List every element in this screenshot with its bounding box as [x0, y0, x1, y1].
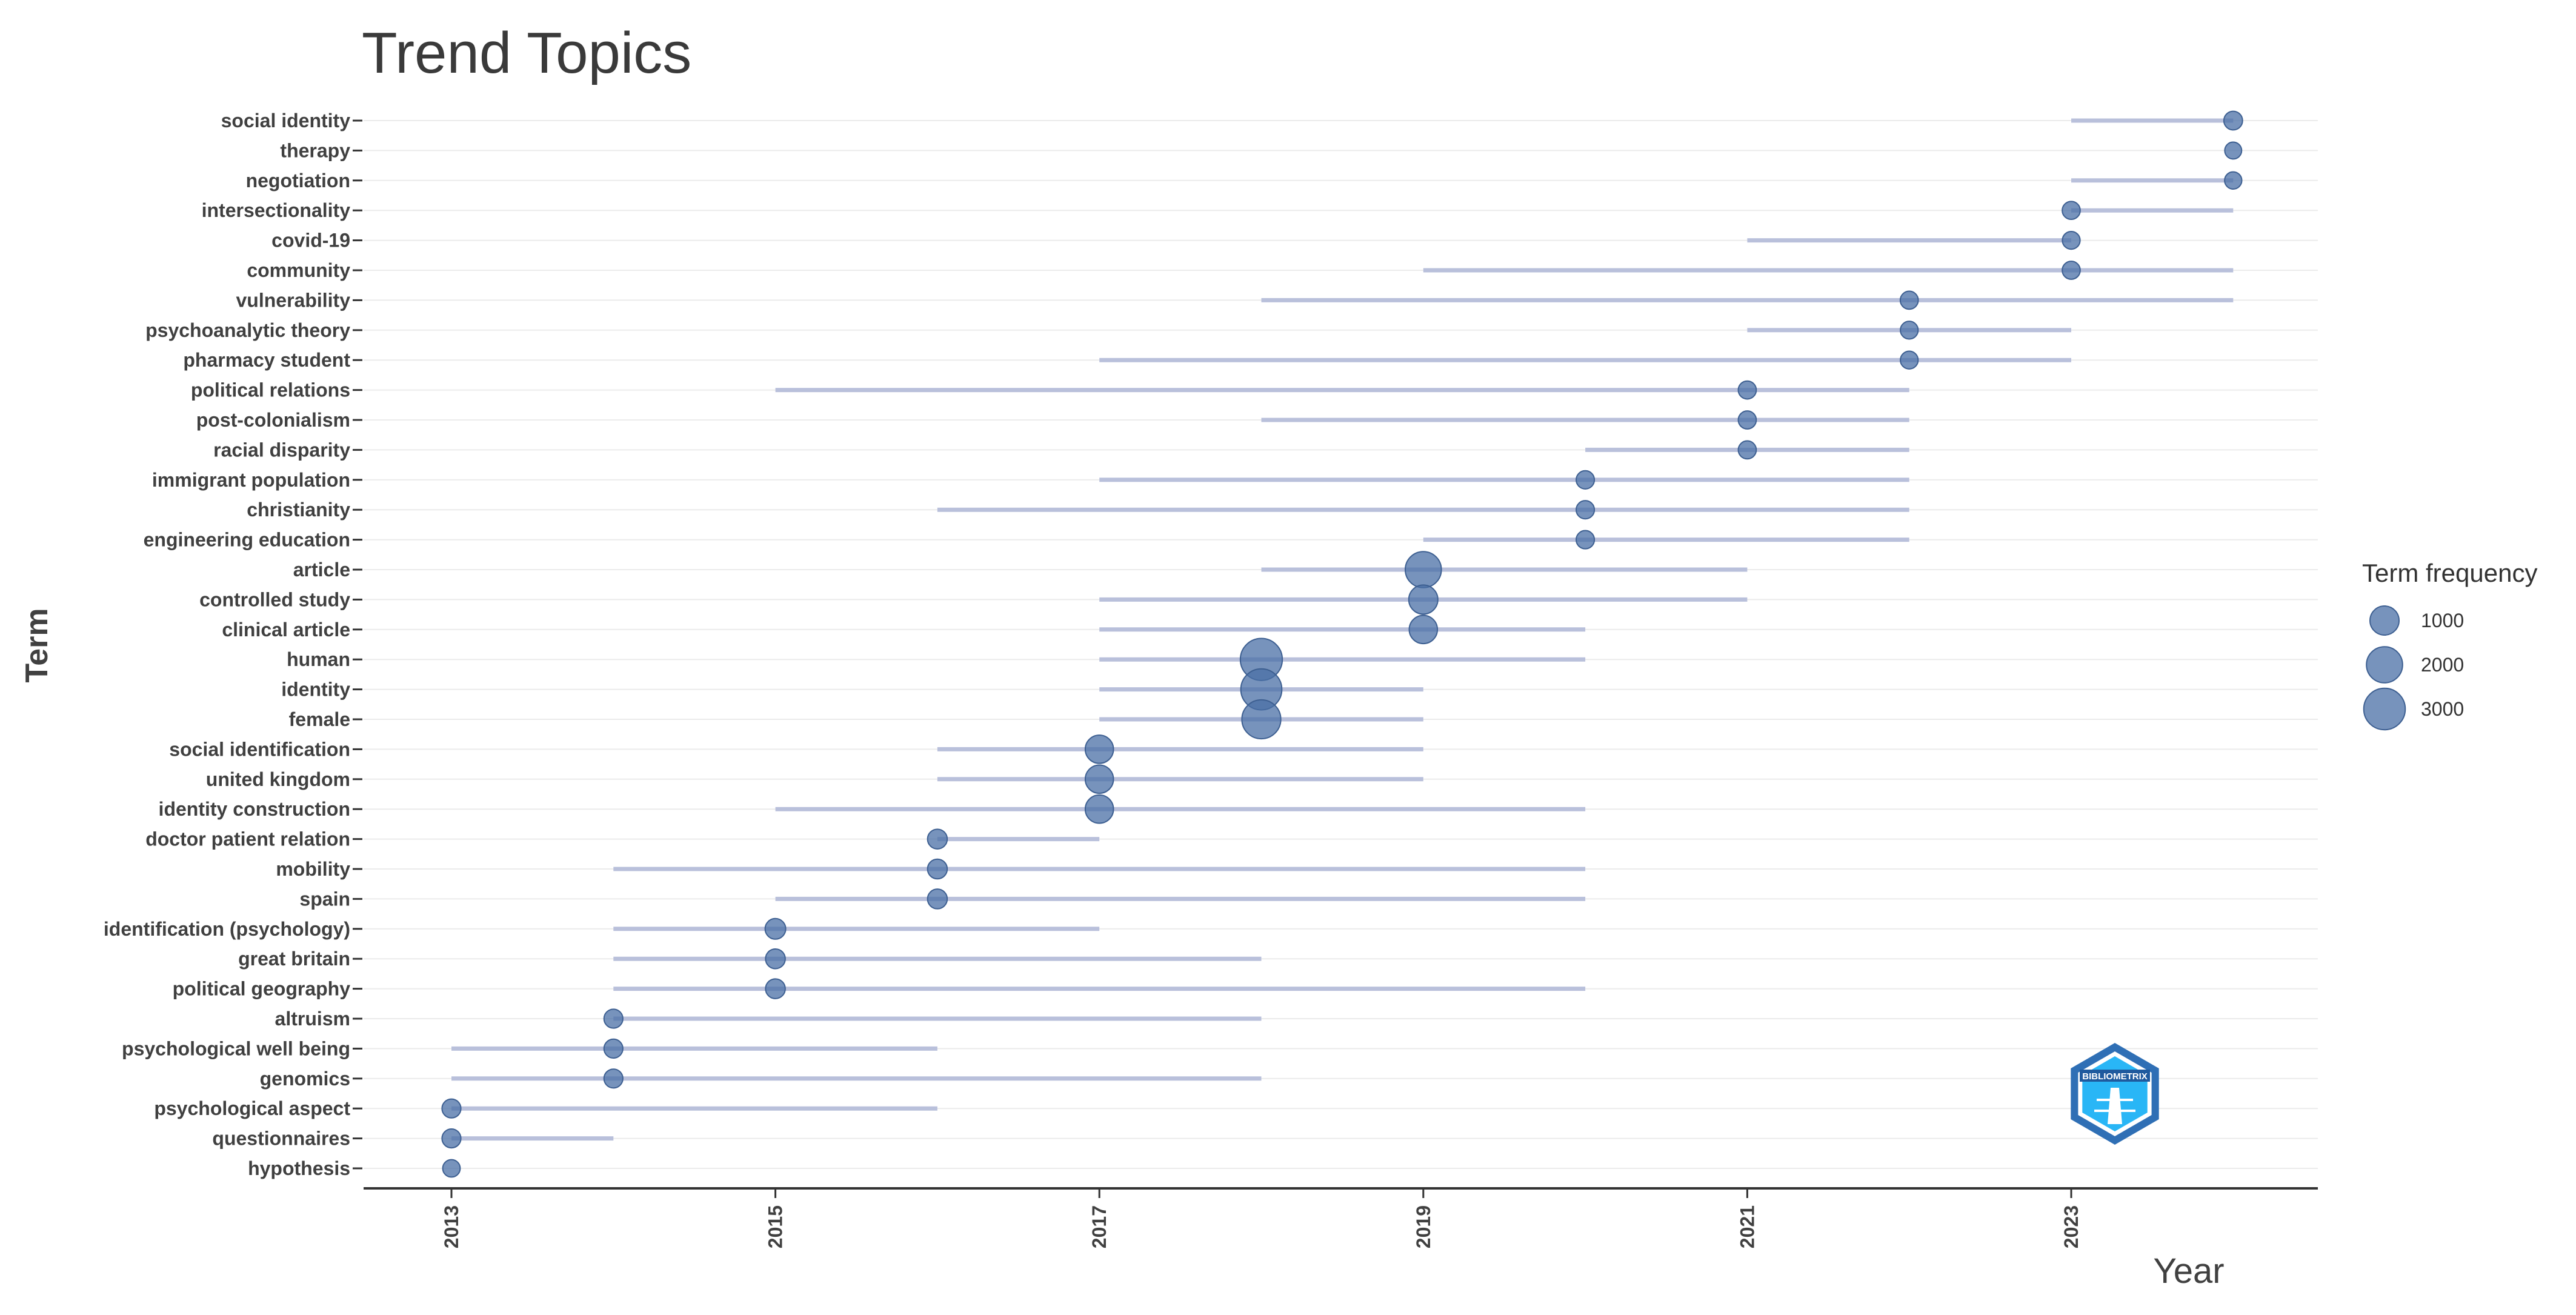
legend: Term frequency 1000 2000 3000	[2362, 559, 2537, 731]
point-controlled-study	[1408, 584, 1439, 615]
point-political-relations	[1737, 380, 1757, 400]
legend-label-3000: 3000	[2421, 698, 2464, 720]
x-tick-label-2021: 2021	[1736, 1205, 1758, 1248]
x-tick-label-2017: 2017	[1088, 1205, 1110, 1248]
logo-text: BIBLIOMETRIX	[2082, 1071, 2148, 1082]
point-mobility	[927, 858, 948, 880]
term-label-human: human	[287, 648, 350, 670]
term-label-spain: spain	[299, 888, 350, 910]
term-label-hypothesis: hypothesis	[248, 1157, 350, 1179]
y-axis-title: Term	[19, 608, 55, 682]
point-doctor-patient-relation	[927, 828, 948, 850]
point-pharmacy-student	[1900, 350, 1919, 370]
term-label-clinical-article: clinical article	[222, 619, 350, 641]
point-spain	[927, 888, 948, 910]
term-label-christianity: christianity	[247, 499, 350, 521]
term-label-article: article	[293, 559, 350, 581]
logo-text-band	[2080, 1070, 2150, 1082]
point-community	[2062, 261, 2081, 280]
point-altruism	[603, 1008, 624, 1029]
term-label-mobility: mobility	[276, 858, 350, 880]
x-tick-label-2015: 2015	[765, 1205, 787, 1248]
term-label-political-relations: political relations	[191, 379, 350, 401]
point-political-geography	[765, 978, 786, 999]
term-label-altruism: altruism	[275, 1008, 350, 1030]
point-article	[1405, 551, 1442, 588]
x-tick-label-2019: 2019	[1413, 1205, 1434, 1248]
term-label-identification-psychology: identification (psychology)	[104, 918, 350, 940]
point-psychological-aspect	[441, 1098, 462, 1119]
x-tick-label-2023: 2023	[2060, 1205, 2082, 1248]
term-label-intersectionality: intersectionality	[202, 199, 351, 221]
term-label-community: community	[247, 259, 350, 281]
term-label-psychological-aspect: psychological aspect	[154, 1097, 350, 1119]
legend-label-2000: 2000	[2421, 654, 2464, 676]
term-label-engineering-education: engineering education	[144, 529, 350, 551]
chart-title: Trend Topics	[362, 21, 691, 85]
point-covid-19	[2062, 230, 2081, 250]
legend-key-1000	[2369, 605, 2400, 636]
term-label-controlled-study: controlled study	[199, 588, 350, 610]
y-axis: social identity therapy negotiation interse…	[104, 110, 362, 1179]
point-negotiation	[2224, 171, 2243, 190]
term-label-doctor-patient-relation: doctor patient relation	[145, 828, 350, 850]
point-post-colonialism	[1737, 410, 1757, 430]
point-christianity	[1576, 500, 1596, 520]
point-questionnaires	[441, 1128, 462, 1149]
point-racial-disparity	[1737, 440, 1757, 460]
point-identification-psychology	[764, 917, 787, 940]
points-layer	[441, 110, 2243, 1178]
point-social-identification	[1084, 734, 1114, 764]
term-label-psychoanalytic-theory: psychoanalytic theory	[145, 319, 350, 341]
legend-label-1000: 1000	[2421, 610, 2464, 631]
point-vulnerability	[1899, 290, 1919, 310]
point-intersectionality	[2062, 201, 2081, 221]
point-great-britain	[765, 948, 786, 970]
x-tick-label-2013: 2013	[441, 1205, 462, 1248]
term-label-social-identity: social identity	[221, 110, 351, 132]
x-axis: 2013 2015 2017 2019 2021 2023	[364, 1187, 2318, 1248]
point-united-kingdom	[1084, 764, 1114, 794]
point-identity-construction	[1084, 794, 1114, 824]
point-engineering-education	[1576, 530, 1596, 550]
term-label-genomics: genomics	[260, 1068, 350, 1090]
point-psychoanalytic-theory	[1900, 321, 1919, 340]
term-label-social-identification: social identification	[169, 738, 350, 760]
logo-tower	[2108, 1088, 2122, 1124]
term-label-female: female	[289, 708, 350, 730]
point-hypothesis	[442, 1159, 461, 1178]
point-immigrant-population	[1576, 470, 1596, 490]
term-label-pharmacy-student: pharmacy student	[183, 349, 350, 371]
point-clinical-article	[1408, 614, 1439, 645]
term-label-political-geography: political geography	[173, 978, 351, 1000]
term-label-vulnerability: vulnerability	[236, 289, 351, 311]
legend-title: Term frequency	[2362, 559, 2537, 587]
term-label-identity: identity	[281, 679, 350, 701]
term-label-therapy: therapy	[280, 139, 350, 161]
x-axis-title: Year	[2153, 1251, 2224, 1291]
legend-key-3000	[2363, 687, 2406, 731]
term-label-covid-19: covid-19	[271, 230, 350, 251]
term-label-negotiation: negotiation	[246, 170, 350, 191]
term-label-post-colonialism: post-colonialism	[196, 409, 350, 431]
point-psychological-well-being	[603, 1038, 624, 1059]
point-genomics	[603, 1068, 624, 1089]
term-label-united-kingdom: united kingdom	[206, 768, 350, 790]
point-therapy	[2224, 141, 2243, 160]
term-label-questionnaires: questionnaires	[212, 1128, 350, 1150]
term-label-identity-construction: identity construction	[159, 798, 350, 820]
term-label-racial-disparity: racial disparity	[213, 439, 350, 461]
legend-key-2000	[2366, 646, 2403, 684]
bibliometrix-logo: BIBLIOMETRIX	[2071, 1043, 2159, 1145]
term-label-immigrant-population: immigrant population	[152, 469, 350, 491]
point-social-identity	[2223, 110, 2243, 131]
term-label-great-britain: great britain	[238, 948, 350, 970]
point-female	[1241, 699, 1282, 740]
term-label-psychological-well-being: psychological well being	[122, 1037, 350, 1059]
